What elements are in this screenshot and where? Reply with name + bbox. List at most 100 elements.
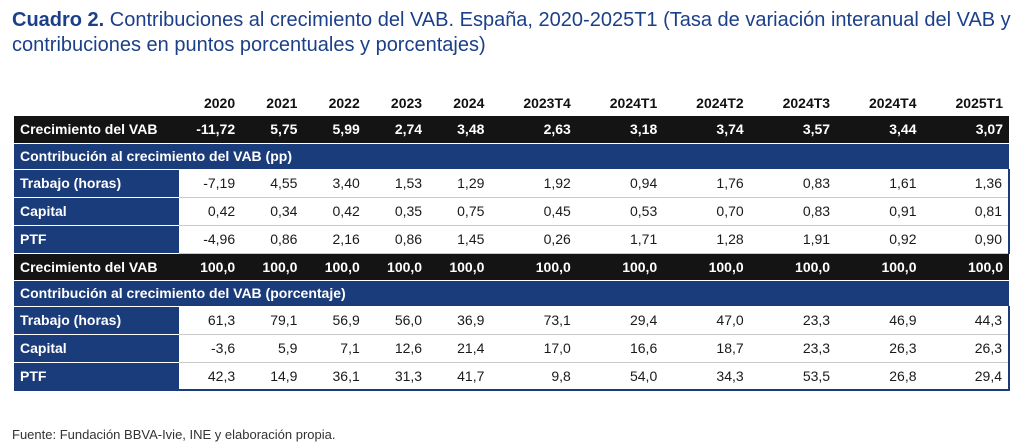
table-cell: 3,18: [576, 116, 664, 144]
table-cell: 4,55: [241, 169, 304, 198]
table-cell: 31,3: [365, 362, 429, 391]
row-label: Trabajo (horas): [14, 169, 179, 198]
table-cell: 3,48: [428, 116, 491, 144]
table-cell: 9,8: [490, 362, 577, 391]
table-cell: 0,92: [836, 225, 923, 254]
table-cell: 26,8: [836, 362, 923, 391]
column-header: 2020: [203, 95, 236, 111]
table-cell: 53,5: [749, 362, 837, 391]
table-cell: 100,0: [365, 253, 429, 281]
table-cell: 26,3: [922, 334, 1010, 363]
table-cell: 0,42: [303, 197, 366, 226]
table-row: PTF 42,3 14,9 36,1 31,3 41,7 9,8 54,0 34,3 53,5 26…: [14, 362, 1010, 391]
table-cell: 61,3: [178, 306, 242, 335]
column-header: 2024T4: [869, 95, 917, 111]
table-cell: 100,0: [749, 253, 837, 281]
source-note: Fuente: Fundación BBVA-Ivie, INE y elabo…: [12, 427, 336, 442]
table-cell: 0,94: [576, 169, 664, 198]
table-cell: 16,6: [576, 334, 664, 363]
column-header: 2025T1: [955, 95, 1003, 111]
row-label: Crecimiento del VAB: [14, 116, 179, 144]
table-cell: 73,1: [490, 306, 577, 335]
table-cell: 79,1: [241, 306, 304, 335]
table-cell: 0,75: [428, 197, 491, 226]
table-title: Cuadro 2. Contribuciones al crecimiento …: [12, 8, 1012, 58]
row-label: Capital: [14, 197, 179, 226]
table-cell: -3,6: [178, 334, 242, 363]
table-cell: 0,34: [241, 197, 304, 226]
row-label: Capital: [14, 334, 179, 363]
table-row: PTF -4,96 0,86 2,16 0,86 1,45 0,26 1,71 1,28 1,91…: [14, 225, 1010, 254]
header-corner: [14, 90, 179, 116]
table-cell: 0,91: [836, 197, 923, 226]
table-cell: 2,16: [303, 225, 366, 254]
table-cell: 5,75: [241, 116, 304, 144]
column-header: 2023T4: [523, 95, 571, 111]
table-cell: 0,86: [241, 225, 304, 254]
table-cell: 12,6: [365, 334, 429, 363]
column-header: 2024T3: [782, 95, 831, 111]
table-row: Trabajo (horas) 61,3 79,1 56,9 56,0 36,9 73,1 2…: [14, 306, 1010, 335]
contributions-table: 2020 2021 2022 2023 2024 2023T4 2024T1 2024T2 20…: [14, 90, 1010, 391]
table-cell: 3,40: [303, 169, 366, 198]
table-cell: 3,07: [922, 116, 1009, 144]
table-cell: 1,76: [663, 169, 750, 198]
table-cell: 34,3: [663, 362, 750, 391]
growth-row: Crecimiento del VAB -11,72 5,75 5,99 2,74 3,4…: [14, 116, 1009, 144]
table-number: Cuadro 2.: [12, 9, 105, 31]
table-row: Capital -3,6 5,9 7,1 12,6 21,4 17,0 16,6 18,7 23,…: [14, 334, 1010, 363]
table-cell: 21,4: [428, 334, 491, 363]
table-cell: 100,0: [241, 253, 304, 281]
table-cell: 0,35: [365, 197, 429, 226]
table-row: Capital 0,42 0,34 0,42 0,35 0,75 0,45 0,53 0,70 0…: [14, 197, 1010, 226]
table-cell: 100,0: [428, 253, 491, 281]
table-cell: 3,44: [836, 116, 923, 144]
row-label: PTF: [14, 225, 179, 254]
growth-row-pct: Crecimiento del VAB 100,0 100,0 100,0 100,0 1…: [14, 253, 1009, 281]
table-cell: 1,28: [663, 225, 750, 254]
row-label: Trabajo (horas): [14, 306, 179, 335]
table-cell: 29,4: [576, 306, 664, 335]
table-cell: -11,72: [178, 116, 242, 144]
table-cell: 47,0: [663, 306, 750, 335]
table-cell: 1,61: [836, 169, 923, 198]
table-cell: 100,0: [663, 253, 750, 281]
table-row: Trabajo (horas) -7,19 4,55 3,40 1,53 1,29 1,92…: [14, 169, 1010, 198]
section-header-pct: Contribución al crecimiento del VAB (por…: [14, 280, 1009, 307]
table-cell: 46,9: [836, 306, 923, 335]
row-label: Crecimiento del VAB: [14, 253, 179, 281]
table-cell: 44,3: [922, 306, 1010, 335]
table-cell: -4,96: [178, 225, 242, 254]
table-cell: 42,3: [178, 362, 242, 391]
table-cell: 100,0: [836, 253, 923, 281]
column-header: 2023: [390, 95, 423, 111]
table-cell: 5,9: [241, 334, 304, 363]
table-cell: 23,3: [749, 334, 837, 363]
table-cell: 0,26: [490, 225, 577, 254]
table-cell: 0,86: [365, 225, 429, 254]
table-cell: 41,7: [428, 362, 491, 391]
table-cell: 0,90: [922, 225, 1010, 254]
table-cell: 3,57: [749, 116, 837, 144]
column-header: 2024T1: [609, 95, 658, 111]
table-cell: 14,9: [241, 362, 304, 391]
table-cell: 17,0: [490, 334, 577, 363]
table-cell: 0,45: [490, 197, 577, 226]
table-cell: 100,0: [490, 253, 577, 281]
table-cell: 36,1: [303, 362, 366, 391]
table-cell: 56,0: [365, 306, 429, 335]
column-header: 2021: [266, 95, 298, 111]
table-cell: 36,9: [428, 306, 491, 335]
table-cell: 1,71: [576, 225, 664, 254]
table-cell: 1,36: [922, 169, 1010, 198]
table-cell: 23,3: [749, 306, 837, 335]
table-cell: 100,0: [576, 253, 664, 281]
column-header: 2022: [328, 95, 360, 111]
table-cell: 56,9: [303, 306, 366, 335]
table-cell: 26,3: [836, 334, 923, 363]
section-title: Contribución al crecimiento del VAB (por…: [14, 280, 1009, 307]
table-cell: 54,0: [576, 362, 664, 391]
section-header-pp: Contribución al crecimiento del VAB (pp): [14, 143, 1009, 170]
table-cell: 1,53: [365, 169, 429, 198]
table-cell: 2,63: [490, 116, 577, 144]
